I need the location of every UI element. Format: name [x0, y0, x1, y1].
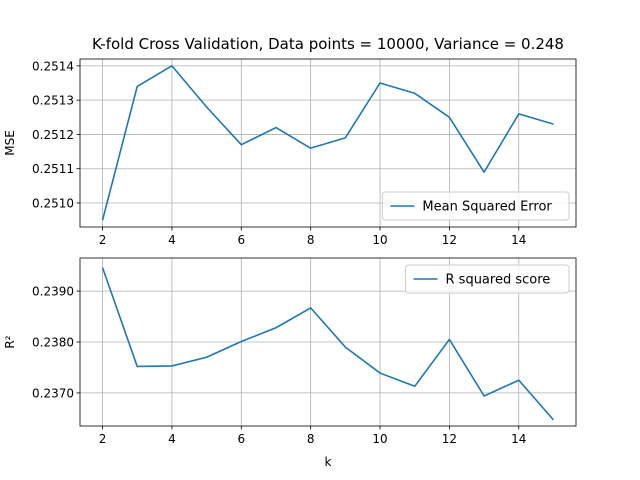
mse-axes-frame [79, 58, 577, 228]
mse-y-tick-label: 0.2513 [32, 94, 74, 108]
r2-x-tick-label: 10 [372, 432, 387, 446]
mse-y-tick-label: 0.2511 [32, 162, 74, 176]
r2-x-tick-label: 12 [442, 432, 457, 446]
r2-legend-label: R squared score [446, 273, 551, 288]
chart-title: K-fold Cross Validation, Data points = 1… [92, 35, 564, 53]
mse-y-tick-label: 0.2510 [32, 197, 74, 211]
r2-x-tick-label: 4 [168, 432, 176, 446]
r2-y-tick-label: 0.2380 [32, 336, 74, 350]
r2-y-tick-label: 0.2370 [32, 386, 74, 400]
mse-y-tick-label: 0.2512 [32, 128, 74, 142]
r2-x-tick-label: 2 [99, 432, 107, 446]
mse-y-axis-label: MSE [3, 130, 17, 156]
mse-x-tick-label: 10 [372, 233, 387, 247]
mse-x-tick-label: 2 [99, 233, 107, 247]
mse-series-line [101, 65, 554, 221]
mse-x-tick-label: 6 [237, 233, 245, 247]
mse-x-tick-label: 4 [168, 233, 176, 247]
r2-y-axis-label: R² [3, 335, 17, 348]
mse-x-tick-label: 8 [307, 233, 315, 247]
r2-series-line [101, 267, 555, 421]
x-axis-label: k [325, 455, 332, 469]
r2-panel: 2 4 6 8 10 12 14 0.2370 0.2380 0.2390 R² R squared … [3, 257, 577, 446]
mse-x-tick-label: 14 [511, 233, 526, 247]
mse-x-tick-label: 12 [442, 233, 457, 247]
r2-x-tick-label: 6 [237, 432, 245, 446]
mse-y-tick-label: 0.2514 [32, 59, 74, 73]
r2-x-tick-label: 14 [511, 432, 526, 446]
r2-y-tick-label: 0.2390 [32, 285, 74, 299]
r2-legend-box [405, 264, 570, 294]
mse-legend-box [381, 191, 570, 221]
r2-x-tick-label: 8 [307, 432, 315, 446]
mse-panel: 2 4 6 8 10 12 14 0.2510 0.2511 0.2512 0.2513 0.2514… [3, 58, 577, 247]
mse-legend-label: Mean Squared Error [422, 200, 552, 215]
